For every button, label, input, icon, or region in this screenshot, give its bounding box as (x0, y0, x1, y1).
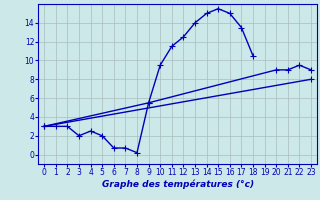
X-axis label: Graphe des températures (°c): Graphe des températures (°c) (101, 180, 254, 189)
